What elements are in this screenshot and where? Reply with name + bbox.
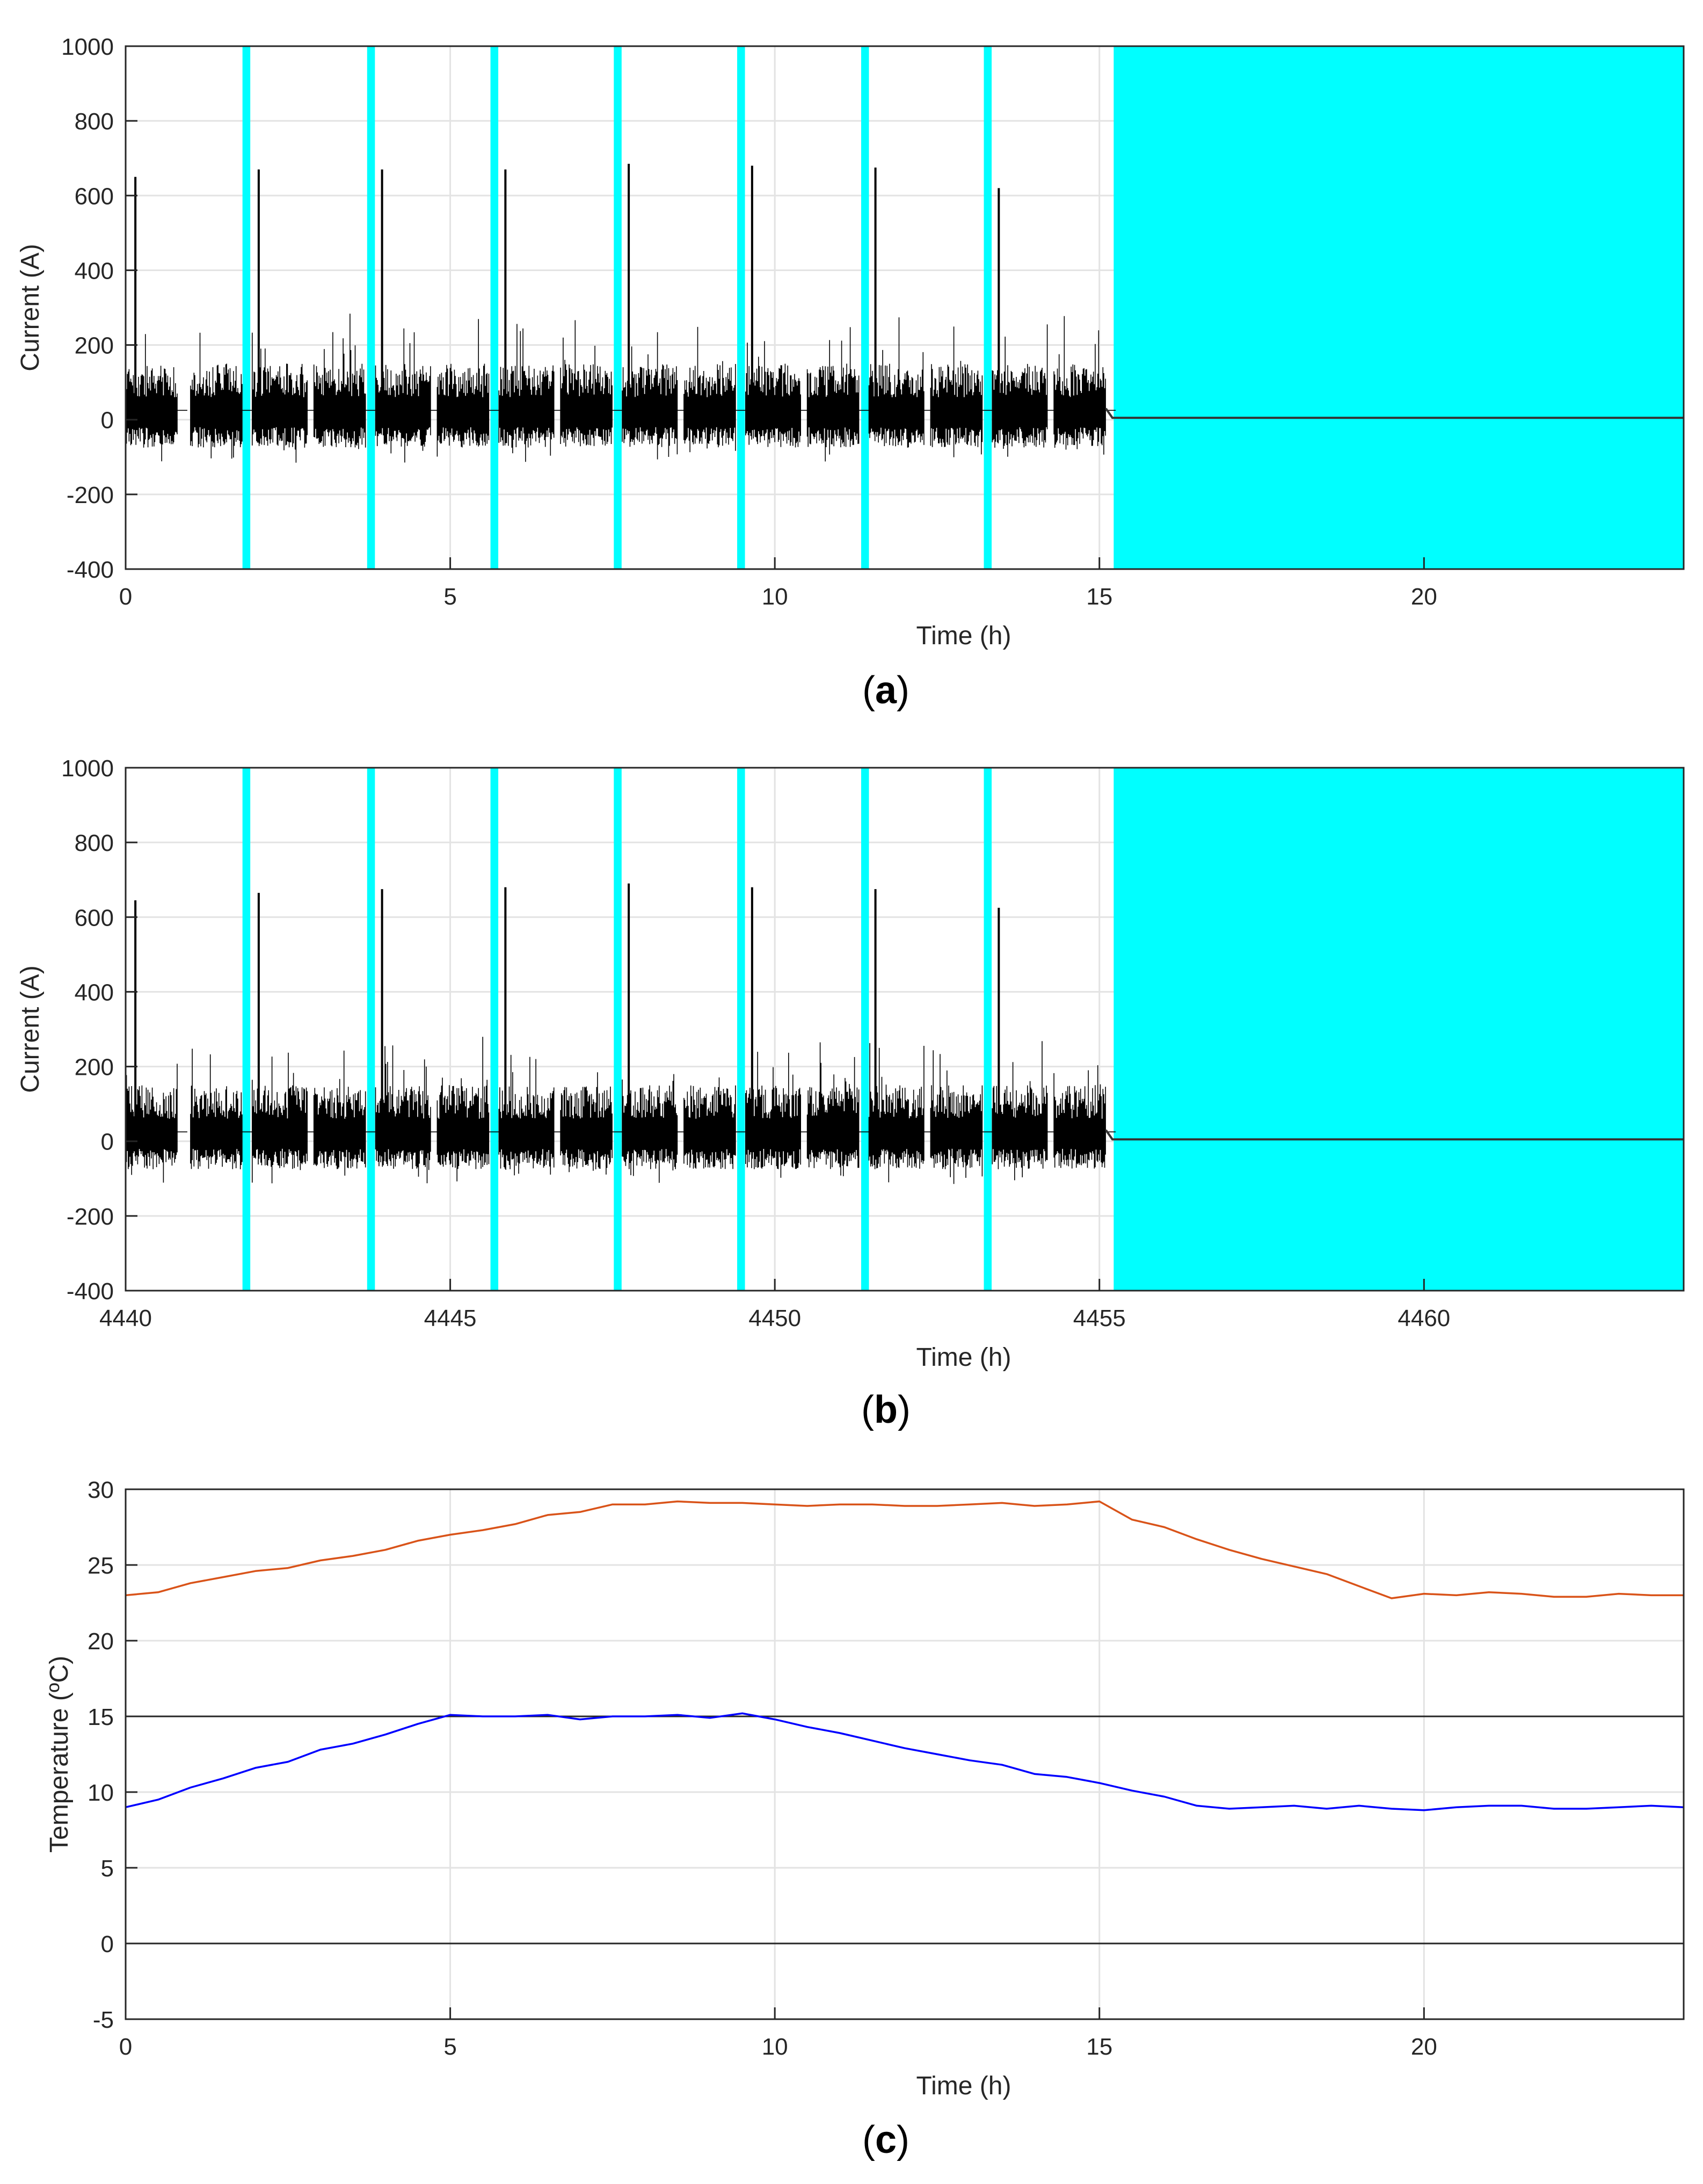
panel-a-y-tick-label-7: 1000: [61, 34, 114, 60]
panel-a-x-tick-label-0: 0: [119, 584, 132, 610]
panel-b-label: (b): [861, 1388, 911, 1431]
panel-a-y-tick-label-4: 400: [75, 258, 114, 284]
panel-c-axes-box: [125, 1488, 1685, 2020]
panel-c-y-axis-label: Temperature (ºC): [45, 1656, 74, 1853]
panel-c-x-tick-label-0: 0: [119, 2034, 132, 2060]
panel-c-x-tick-label-2: 10: [762, 2034, 788, 2060]
panel-b-y-tick-label-2: 0: [101, 1129, 114, 1155]
panel-a-highlight-band-5: [861, 46, 869, 569]
panel-b-x-tick-label-1: 4445: [424, 1305, 477, 1331]
panel-a-highlight-band-1: [367, 46, 375, 569]
panel-b-y-tick-label-4: 400: [75, 979, 114, 1006]
panel-b-highlight-band-5: [861, 768, 869, 1291]
panel-b-y-axis-label: Current (A): [16, 965, 45, 1093]
panel-a-highlight-band-3: [614, 46, 622, 569]
panel-a: (a) 0 5 10 15 20 -400 -200 0 200 400 600 800 1000 Tim…: [16, 34, 1685, 712]
panel-a-x-tick-label-2: 10: [762, 584, 788, 610]
panel-c-series-0-line: [125, 1500, 1684, 1599]
panel-a-y-tick-label-2: 0: [101, 407, 114, 434]
panel-a-y-tick-label-6: 800: [75, 108, 114, 135]
panel-a-x-axis-label: Time (h): [916, 622, 1011, 650]
panel-b-x-tick-label-2: 4450: [748, 1305, 801, 1331]
panel-a-y-tick-label-0: -400: [67, 557, 114, 583]
panel-b-y-tick-label-5: 600: [75, 905, 114, 931]
panel-a-y-axis-label: Current (A): [16, 244, 45, 371]
panel-b-highlight-band-2: [490, 768, 499, 1291]
panel-c-x-axis-label: Time (h): [916, 2072, 1011, 2100]
panel-b-y-tick-label-6: 800: [75, 830, 114, 856]
panel-b-highlight-band-3: [614, 768, 622, 1291]
panel-a-y-tick-label-5: 600: [75, 183, 114, 209]
panel-c-x-tick-label-1: 5: [443, 2034, 456, 2060]
panel-a-highlight-band-2: [490, 46, 499, 569]
panel-c-x-tick-label-4: 20: [1411, 2034, 1437, 2060]
panel-c-y-tick-label-3: 10: [88, 1780, 114, 1806]
panel-c-plot-area: [126, 1489, 1684, 2019]
panel-c-label: (c): [862, 2119, 909, 2161]
panel-c-y-tick-label-5: 20: [88, 1628, 114, 1655]
panel-b-highlight-band-6: [984, 768, 992, 1291]
panel-b-x-tick-label-0: 4440: [99, 1305, 152, 1331]
panel-b-after-service-line: [1105, 1129, 1684, 1141]
panel-a-x-tick-label-1: 5: [443, 584, 456, 610]
panel-b-x-tick-label-3: 4455: [1073, 1305, 1126, 1331]
panel-b-highlight-band-0: [242, 768, 251, 1291]
panel-a-highlight-band-4: [737, 46, 745, 569]
panel-b-axes-box: [125, 767, 1685, 1292]
panel-a-x-tick-label-3: 15: [1086, 584, 1112, 610]
panel-c-y-tick-label-2: 5: [101, 1855, 114, 1882]
panel-c-y-tick-label-0: -5: [93, 2007, 114, 2033]
panel-c-y-tick-label-4: 15: [88, 1704, 114, 1730]
panel-b-y-tick-label-0: -400: [67, 1278, 114, 1305]
panel-a-label: (a): [862, 669, 909, 712]
panel-a-highlight-band-7: [1114, 46, 1684, 569]
panel-a-highlight-band-6: [984, 46, 992, 569]
panel-a-after-service-line: [1105, 407, 1684, 419]
panel-a-y-tick-label-3: 200: [75, 333, 114, 359]
panel-c-y-tick-label-6: 25: [88, 1553, 114, 1579]
panel-c-y-tick-label-7: 30: [88, 1477, 114, 1503]
panel-a-axes-box: [125, 45, 1685, 570]
panel-a-y-tick-label-1: -200: [67, 482, 114, 508]
panel-b-highlight-band-7: [1114, 768, 1684, 1291]
panel-b-y-tick-label-7: 1000: [61, 755, 114, 782]
panel-a-x-tick-label-4: 20: [1411, 584, 1437, 610]
panel-c-x-tick-label-3: 15: [1086, 2034, 1112, 2060]
panel-c-y-tick-label-1: 0: [101, 1931, 114, 1957]
panel-b-x-tick-label-4: 4460: [1398, 1305, 1450, 1331]
panel-b-highlight-band-1: [367, 768, 375, 1291]
panel-b: (b) 4440 4445 4450 4455 4460 -400 -200 0 200 400 6…: [16, 755, 1685, 1431]
panel-b-x-axis-label: Time (h): [916, 1343, 1011, 1372]
panel-b-y-tick-label-1: -200: [67, 1204, 114, 1230]
panel-b-y-tick-label-3: 200: [75, 1054, 114, 1081]
panel-b-highlight-band-4: [737, 768, 745, 1291]
panel-a-highlight-band-0: [242, 46, 251, 569]
panel-c-series-1-line: [125, 1712, 1684, 1811]
